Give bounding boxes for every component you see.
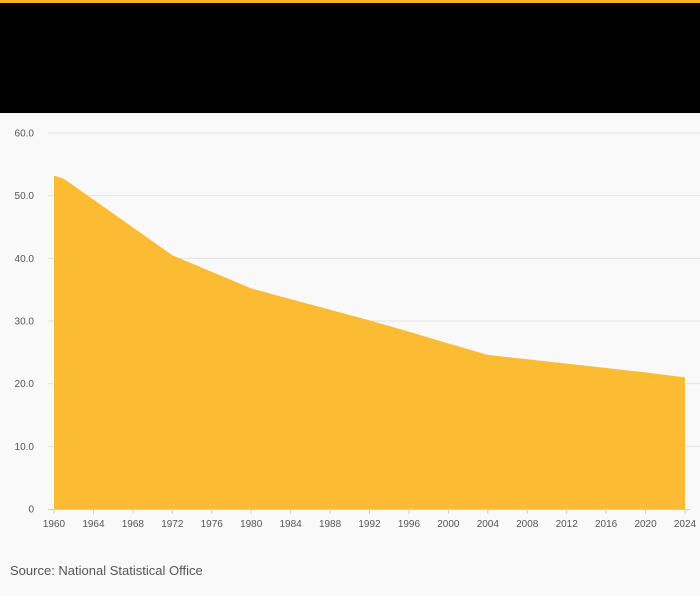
- y-tick-label: 60.0: [15, 129, 35, 140]
- chart-container: 60.0 50.0 40.0 30.0 20.0 10.0 0 1960 1964 1968 19…: [0, 113, 700, 543]
- x-tick-label: 2020: [634, 519, 657, 530]
- x-tick-label: 1972: [161, 519, 184, 530]
- x-tick-label: 2016: [595, 519, 618, 530]
- x-tick-label: 2000: [437, 519, 460, 530]
- area-series-fill: [54, 175, 685, 509]
- x-tick-label: 2012: [556, 519, 579, 530]
- x-tick-label: 1984: [280, 519, 303, 530]
- area-chart: 60.050.040.030.020.010.00 1960 1964 1968 19…: [15, 129, 700, 530]
- x-tick-label: 1960: [43, 519, 66, 530]
- y-tick-label: 50.0: [15, 191, 35, 202]
- area-series: [54, 175, 685, 509]
- header-band: [0, 3, 700, 113]
- y-axis-ticks: 60.0 50.0 40.0 30.0 20.0 10.0 0: [15, 129, 35, 516]
- top-accent-bar: [0, 0, 700, 3]
- y-tick-label: 40.0: [15, 254, 35, 265]
- y-tick-label: 30.0: [15, 317, 35, 328]
- x-tick-label: 1996: [398, 519, 421, 530]
- x-tick-label: 2004: [477, 519, 500, 530]
- x-tick-label: 2024: [674, 519, 697, 530]
- y-tick-label: 10.0: [15, 442, 35, 453]
- x-tick-label: 1964: [82, 519, 105, 530]
- x-tick-label: 2008: [516, 519, 539, 530]
- x-axis-ticks: 1960 1964 1968 1972 1976 1980 1984 1988 1992 1996…: [43, 509, 697, 530]
- x-tick-label: 1968: [122, 519, 145, 530]
- y-tick-label: 20.0: [15, 379, 35, 390]
- y-tick-label: 0: [28, 505, 34, 516]
- x-tick-label: 1992: [358, 519, 381, 530]
- source-note: Source: National Statistical Office: [10, 563, 203, 578]
- x-tick-label: 1976: [201, 519, 224, 530]
- x-tick-label: 1980: [240, 519, 263, 530]
- x-tick-label: 1988: [319, 519, 342, 530]
